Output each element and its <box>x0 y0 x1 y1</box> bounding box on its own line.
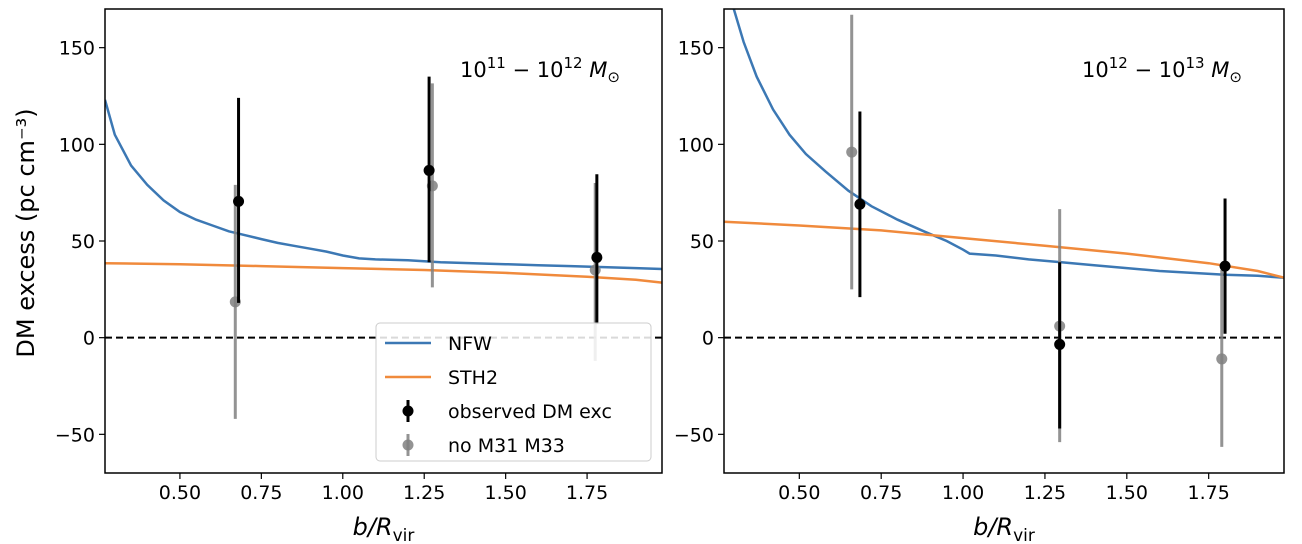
y-tick-label: 0 <box>702 328 714 350</box>
no-m31-m33-point <box>1216 353 1228 365</box>
no-m31-m33-point <box>589 264 601 276</box>
annotation-part: M <box>1205 58 1230 82</box>
legend-swatch-point <box>402 439 414 451</box>
annotation-part: ⊙ <box>1229 68 1242 86</box>
x-tick-label: 1.75 <box>566 482 608 504</box>
y-tick-label: 0 <box>83 328 95 350</box>
annotation-part: − <box>506 58 537 82</box>
legend: NFW STH2 observed DM exc no M31 M33 <box>375 322 652 462</box>
x-tick-label: 0.50 <box>778 482 820 504</box>
left-panel: 0.50 0.75 1.00 1.25 1.50 1.75 −50 0 50 100 150 b/Rv… <box>12 8 663 544</box>
y-tick-label: 50 <box>71 231 95 253</box>
y-tick-label: −50 <box>674 424 714 446</box>
x-tick-label: 0.75 <box>860 482 902 504</box>
y-tick-label: 150 <box>59 38 95 60</box>
x-tick-label: 1.25 <box>403 482 445 504</box>
annotation-part: 10 <box>1159 58 1186 82</box>
mass-range-annotation: 1012 − 1013 M⊙ <box>1082 54 1242 86</box>
no-m31-m33-point <box>846 146 858 158</box>
y-axis-label: DM excess (pc cm⁻³) <box>12 108 40 357</box>
sth2-curve <box>105 261 662 284</box>
legend-label: no M31 M33 <box>448 435 565 457</box>
observed-dm-exc-point <box>233 195 245 207</box>
x-axis-label-sub: vir <box>393 526 415 544</box>
annotation-part: 10 <box>1082 58 1109 82</box>
plot-area <box>105 76 662 419</box>
plot-area <box>724 9 1284 447</box>
x-tick-label: 1.75 <box>1188 482 1230 504</box>
x-tick-label: 1.25 <box>1024 482 1066 504</box>
y-tick-label: −50 <box>55 424 95 446</box>
observed-dm-exc-point <box>1219 260 1231 272</box>
y-tick-label: 100 <box>678 134 714 156</box>
sth2-curve <box>724 220 1284 279</box>
x-tick-label: 1.00 <box>322 482 364 504</box>
x-axis-label-r: /R <box>986 513 1013 541</box>
annotation-part: − <box>1128 58 1159 82</box>
observed-dm-exc-point <box>591 251 603 263</box>
x-axis-label-b: b <box>353 513 368 541</box>
x-axis-label-b: b <box>973 513 988 541</box>
annotation-part: 11 <box>487 54 506 72</box>
x-tick-label: 0.75 <box>240 482 282 504</box>
annotation-part: 12 <box>564 54 583 72</box>
annotation-part: 10 <box>460 58 487 82</box>
legend-label: observed DM exc <box>448 401 612 423</box>
y-tick-label: 150 <box>678 38 714 60</box>
legend-box <box>375 322 652 462</box>
x-tick-label: 1.00 <box>942 482 984 504</box>
x-tick-label: 1.50 <box>1106 482 1148 504</box>
legend-label: STH2 <box>448 367 498 389</box>
x-axis-label-sub: vir <box>1013 526 1035 544</box>
annotation-part: 10 <box>537 58 564 82</box>
x-axis-label: b/Rvir <box>353 513 415 544</box>
nfw-curve <box>105 99 662 271</box>
observed-dm-exc-point <box>854 198 866 210</box>
legend-label: NFW <box>448 333 492 355</box>
x-tick-label: 1.50 <box>484 482 526 504</box>
annotation-part: M <box>583 58 608 82</box>
x-axis-label: b/Rvir <box>973 513 1035 544</box>
x-tick-label: 0.50 <box>159 482 201 504</box>
annotation-part: ⊙ <box>607 68 620 86</box>
right-panel: 0.50 0.75 1.00 1.25 1.50 1.75 −50 0 50 100 150 b/Rv… <box>674 8 1285 544</box>
legend-swatch-point <box>402 405 414 417</box>
mass-range-annotation: 1011 − 1012 M⊙ <box>460 54 620 86</box>
observed-dm-exc-point <box>423 164 435 176</box>
y-tick-label: 50 <box>690 231 714 253</box>
x-axis-label-r: /R <box>366 513 393 541</box>
y-tick-label: 100 <box>59 134 95 156</box>
annotation-part: 13 <box>1186 54 1205 72</box>
observed-dm-exc-point <box>1054 338 1066 350</box>
annotation-part: 12 <box>1109 54 1128 72</box>
nfw-curve <box>732 9 1284 279</box>
